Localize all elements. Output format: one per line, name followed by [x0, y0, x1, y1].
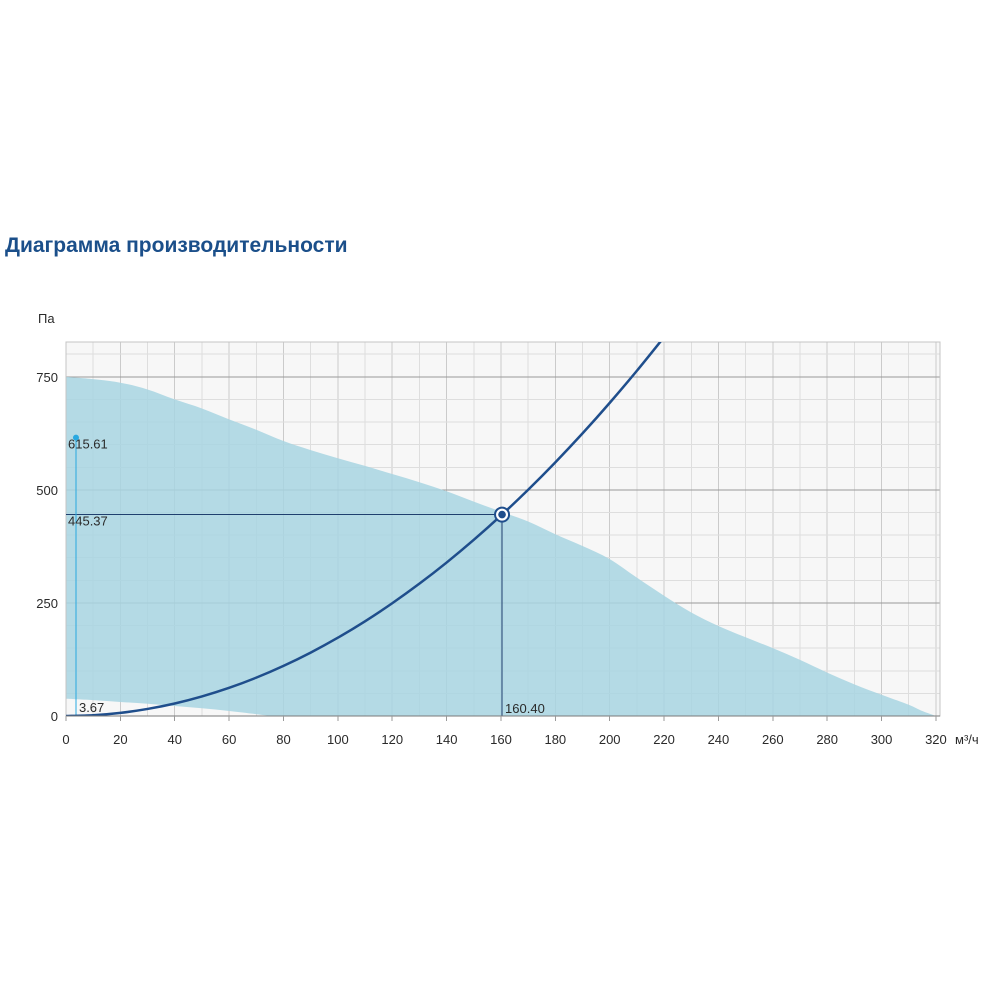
area-region	[66, 376, 936, 716]
marker-point-dot	[72, 434, 79, 441]
x-tick-label: 320	[925, 732, 947, 747]
operating-point-dot	[498, 510, 506, 519]
x-tick-label: 160	[490, 732, 512, 747]
x-axis-unit: м³/ч	[955, 732, 979, 747]
marker-y-value-label: 615.61	[68, 437, 108, 452]
y-tick-label: 500	[36, 483, 58, 498]
page-title: Диаграмма производительности	[5, 234, 348, 257]
y-tick-label: 0	[51, 709, 58, 724]
x-tick-label: 0	[62, 732, 69, 747]
series-line	[66, 342, 662, 716]
x-tick-label: 120	[381, 732, 403, 747]
operating-x-value-label: 160.40	[505, 701, 545, 716]
x-tick-label: 100	[327, 732, 349, 747]
x-tick-label: 280	[816, 732, 838, 747]
x-tick-label: 80	[276, 732, 290, 747]
point-markers	[72, 434, 511, 523]
curve-line	[66, 342, 662, 716]
x-tick-label: 140	[436, 732, 458, 747]
marker-x-value-label: 3.67	[79, 700, 104, 715]
y-axis-unit: Па	[38, 311, 55, 326]
x-tick-label: 260	[762, 732, 784, 747]
operating-y-value-label: 445.37	[68, 514, 108, 529]
y-tick-label: 250	[36, 596, 58, 611]
x-tick-label: 180	[544, 732, 566, 747]
x-tick-label: 220	[653, 732, 675, 747]
x-tick-label: 60	[222, 732, 236, 747]
x-tick-label: 240	[708, 732, 730, 747]
x-tick-label: 20	[113, 732, 127, 747]
x-tick-label: 300	[871, 732, 893, 747]
axes: 0 20 40 60 80 100 120 140 160 180 200 220 240 260 280 3…	[36, 370, 946, 747]
y-tick-label: 750	[36, 370, 58, 385]
series-area	[66, 376, 936, 716]
x-tick-label: 200	[599, 732, 621, 747]
reference-lines	[66, 437, 503, 716]
x-tick-label: 40	[168, 732, 182, 747]
